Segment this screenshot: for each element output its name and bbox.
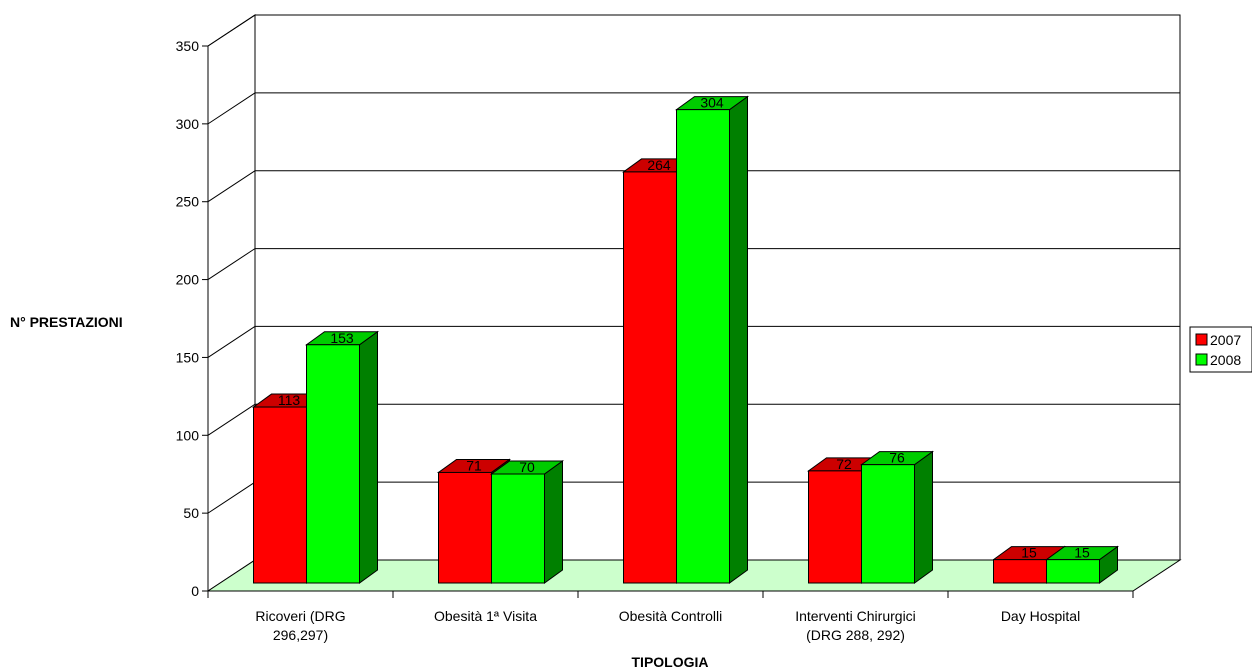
bar-front — [861, 464, 915, 584]
y-tick-label: 200 — [176, 272, 200, 288]
gridline — [207, 248, 1180, 280]
data-labels: 113 153 71 70 264 304 72 76 15 15 — [278, 95, 1090, 561]
x-axis: Ricoveri (DRG 296,297) Obesità 1ª Visita Ob… — [207, 590, 1134, 643]
bar-front — [623, 171, 677, 584]
bar-side — [729, 95, 748, 584]
legend-label: 2008 — [1210, 352, 1241, 368]
data-label: 15 — [1021, 545, 1037, 561]
gridline — [207, 92, 1180, 125]
x-category-label: Day Hospital — [1001, 608, 1080, 624]
x-axis-title: TIPOLOGIA — [632, 654, 709, 670]
gridline — [207, 170, 1180, 203]
data-label: 153 — [330, 330, 354, 346]
data-label: 304 — [700, 95, 724, 111]
data-label: 15 — [1074, 545, 1090, 561]
legend-swatch — [1195, 353, 1208, 366]
y-tick-label: 350 — [176, 38, 200, 54]
y-tick-label: 150 — [176, 349, 200, 365]
x-category-label: (DRG 288, 292) — [806, 627, 905, 643]
legend: 2007 2008 — [1189, 326, 1252, 373]
data-label: 71 — [466, 457, 482, 473]
y-axis-title: N° PRESTAZIONI — [10, 314, 123, 330]
x-category-label: Obesità 1ª Visita — [434, 608, 537, 624]
bar-front — [491, 473, 545, 584]
y-tick-label: 50 — [183, 505, 199, 521]
data-label: 113 — [278, 392, 301, 408]
bar-front — [438, 471, 492, 584]
y-tick-label: 250 — [176, 194, 200, 210]
gridline — [207, 325, 1180, 358]
data-label: 72 — [836, 456, 852, 472]
x-category-label: 296,297) — [273, 627, 328, 643]
y-tick-label: 300 — [176, 116, 200, 132]
bar-front — [306, 344, 360, 584]
y-tick-label: 0 — [191, 583, 199, 599]
gridline — [207, 403, 1180, 436]
bars — [251, 95, 1120, 584]
side-wall — [207, 14, 256, 592]
x-category-label: Obesità Controlli — [619, 608, 723, 624]
legend-swatch — [1195, 333, 1208, 346]
bar-front — [253, 406, 307, 584]
gridline — [207, 14, 1180, 47]
bar-front — [808, 470, 862, 584]
bar-side — [359, 330, 378, 584]
x-category-label: Ricoveri (DRG — [255, 608, 345, 624]
bar-side — [544, 460, 563, 584]
y-tick-label: 100 — [176, 427, 200, 443]
data-label: 264 — [647, 157, 671, 173]
x-category-label: Interventi Chirurgici — [795, 608, 916, 624]
y-axis: 0 50 100 150 200 250 300 350 — [176, 38, 209, 599]
bar-front — [993, 559, 1047, 584]
gridlines — [207, 14, 1180, 514]
bar-front — [1046, 559, 1100, 584]
legend-label: 2007 — [1210, 332, 1241, 348]
bar-side — [914, 450, 933, 584]
data-label: 76 — [889, 450, 905, 466]
data-label: 70 — [519, 459, 535, 475]
bar-front — [676, 109, 730, 584]
